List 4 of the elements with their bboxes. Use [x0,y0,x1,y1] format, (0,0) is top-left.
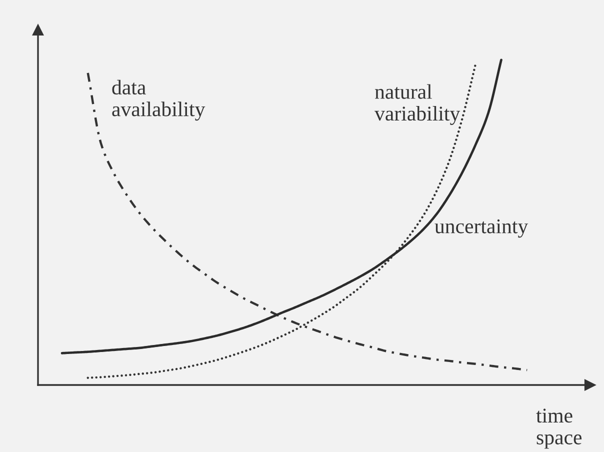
series-label: data availability [112,80,206,121]
series-label: natural variability [374,84,460,125]
x-axis-title: time space [536,408,582,449]
series-label: uncertainty [434,219,528,238]
